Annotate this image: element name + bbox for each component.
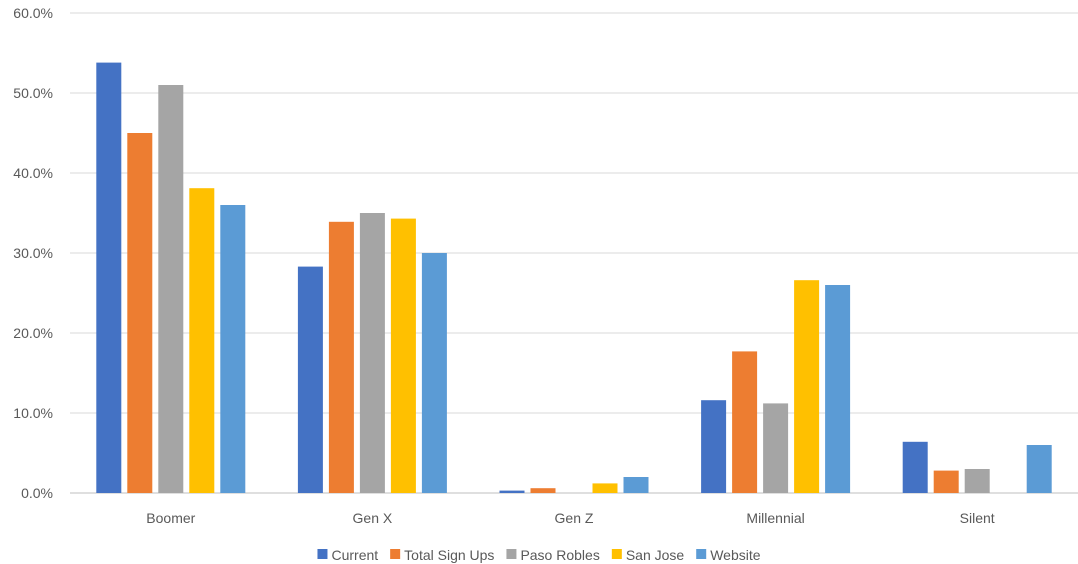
bar-paso-robles-silent [964, 469, 990, 493]
bar-current-gen-z [499, 490, 525, 493]
legend-swatch [506, 549, 517, 559]
y-tick-label: 60.0% [13, 5, 53, 21]
bar-website-gen-z [623, 477, 649, 493]
y-tick-label: 10.0% [13, 405, 53, 421]
x-category-label: Boomer [146, 510, 195, 526]
x-category-label: Gen X [353, 510, 393, 526]
legend: Current Total Sign Ups Paso Robles San Jose… [317, 547, 761, 563]
bar-current-gen-x [297, 266, 323, 493]
bar-current-silent [902, 441, 928, 493]
bar-current-boomer [96, 62, 122, 493]
legend-label: San Jose [626, 547, 685, 563]
bar-current-millennial [701, 400, 727, 493]
bar-website-gen-x [421, 253, 447, 493]
bar-paso-robles-gen-x [359, 213, 385, 493]
legend-label: Paso Robles [520, 547, 599, 563]
y-tick-label: 0.0% [21, 485, 53, 501]
legend-label: Current [331, 547, 378, 563]
legend-label: Total Sign Ups [404, 547, 494, 563]
bar-paso-robles-millennial [763, 403, 789, 493]
y-tick-label: 30.0% [13, 245, 53, 261]
y-axis-ticks: 0.0% 10.0% 20.0% 30.0% 40.0% 50.0% 60.0% [13, 5, 53, 501]
bar-total-sign-ups-boomer [127, 133, 153, 493]
y-tick-label: 40.0% [13, 165, 53, 181]
bar-website-boomer [220, 205, 246, 493]
bar-website-millennial [825, 285, 851, 493]
bars [96, 62, 1052, 494]
bar-san-jose-millennial [794, 280, 820, 493]
bar-paso-robles-boomer [158, 85, 184, 493]
y-tick-label: 50.0% [13, 85, 53, 101]
bar-website-silent [1026, 445, 1052, 493]
x-axis-categories: Boomer Gen X Gen Z Millennial Silent [146, 510, 995, 526]
legend-swatch [696, 549, 707, 559]
bar-san-jose-gen-z [592, 483, 618, 493]
x-category-label: Silent [960, 510, 995, 526]
bar-total-sign-ups-millennial [732, 351, 758, 493]
legend-swatch [611, 549, 622, 559]
legend-label: Website [710, 547, 761, 563]
y-tick-label: 20.0% [13, 325, 53, 341]
legend-swatch [390, 549, 401, 559]
x-category-label: Millennial [746, 510, 804, 526]
bar-total-sign-ups-silent [933, 470, 959, 493]
bar-san-jose-boomer [189, 188, 215, 493]
legend-swatch [317, 549, 328, 559]
bar-total-sign-ups-gen-x [328, 221, 354, 494]
bar-total-sign-ups-gen-z [530, 488, 556, 493]
x-category-label: Gen Z [555, 510, 594, 526]
bar-san-jose-gen-x [390, 218, 416, 493]
